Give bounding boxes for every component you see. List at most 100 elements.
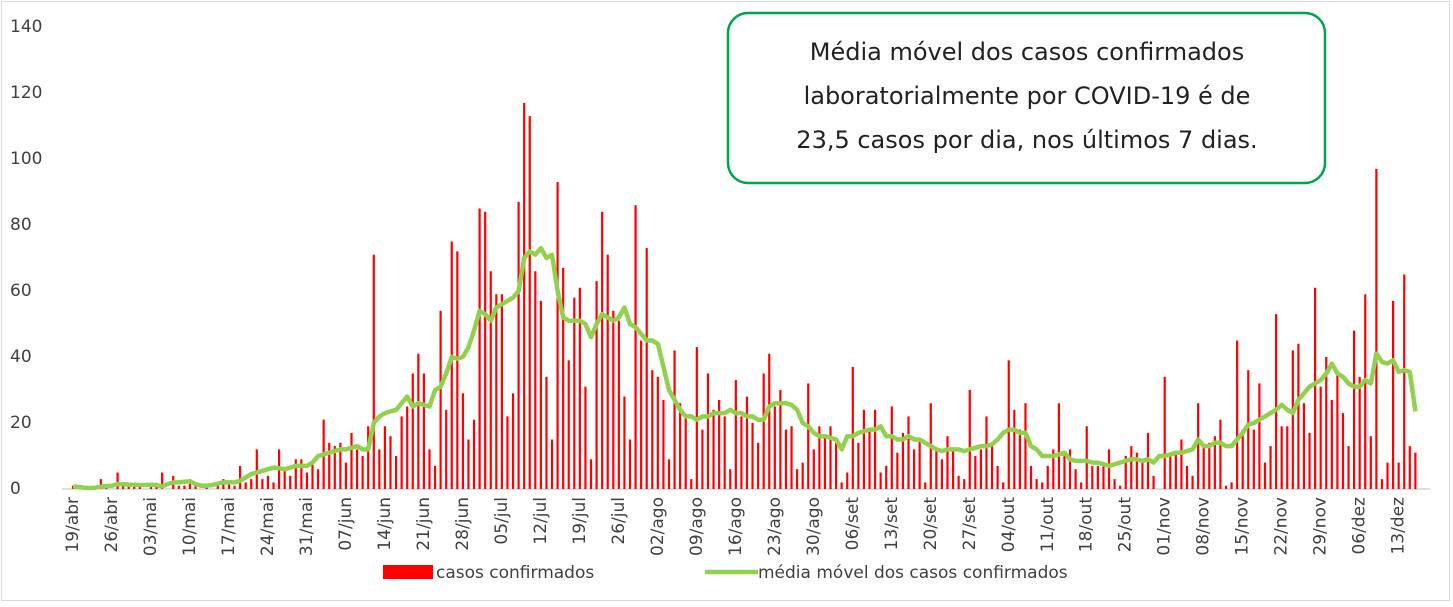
- bar: [812, 449, 815, 489]
- y-tick-label: 80: [10, 215, 32, 235]
- bar: [305, 472, 309, 489]
- bar: [651, 370, 654, 489]
- bar: [1369, 436, 1372, 489]
- bar: [1124, 456, 1127, 489]
- bar: [796, 469, 799, 489]
- y-tick-label: 140: [10, 17, 42, 37]
- bar: [1269, 446, 1272, 489]
- bar: [963, 479, 966, 489]
- bar: [974, 456, 977, 489]
- bar: [255, 449, 258, 489]
- bar: [456, 251, 459, 489]
- bar: [99, 479, 102, 489]
- bar: [818, 426, 821, 489]
- x-tick-label: 12/jul: [531, 497, 551, 545]
- bar: [355, 449, 359, 489]
- bar: [885, 465, 888, 489]
- bar: [1375, 168, 1378, 489]
- bar: [361, 456, 364, 489]
- bar: [1202, 446, 1205, 489]
- bar: [1247, 370, 1250, 489]
- bar: [149, 485, 153, 489]
- bar: [1174, 452, 1177, 489]
- bar: [1297, 343, 1300, 489]
- bar: [233, 485, 236, 489]
- x-tick-label: 20/set: [921, 497, 941, 551]
- bar: [378, 449, 381, 489]
- x-tick-label: 22/nov: [1272, 497, 1292, 556]
- x-tick-label: 05/jul: [492, 497, 512, 545]
- x-tick-label: 19/abr: [63, 497, 83, 553]
- bar: [311, 462, 314, 489]
- bar: [656, 376, 659, 489]
- bar: [634, 205, 637, 489]
- bar: [478, 208, 481, 489]
- bar: [333, 446, 336, 489]
- bar: [768, 353, 771, 489]
- bar: [617, 320, 620, 489]
- bar: [350, 432, 353, 489]
- bar: [873, 409, 877, 489]
- legend-label: casos confirmados: [436, 563, 594, 583]
- bar: [161, 472, 164, 489]
- bar: [879, 472, 882, 489]
- bar: [745, 396, 749, 489]
- x-tick-label: 15/nov: [1233, 497, 1253, 556]
- bar: [1029, 465, 1033, 489]
- bar: [968, 390, 971, 489]
- bar: [673, 350, 676, 489]
- bar: [1252, 429, 1255, 489]
- bar: [1230, 482, 1233, 489]
- y-tick-label: 100: [10, 149, 42, 169]
- bar: [829, 426, 832, 489]
- line: [72, 245, 1418, 491]
- bar: [1018, 429, 1021, 489]
- bar: [640, 340, 643, 489]
- annotation-line: 23,5 casos por dia, nos últimos 7 dias.: [796, 126, 1257, 154]
- bar: [740, 416, 743, 489]
- bar: [1330, 399, 1333, 489]
- x-tick-label: 14/jun: [375, 497, 395, 551]
- bar: [517, 201, 520, 489]
- bar: [667, 459, 671, 489]
- bar: [1263, 462, 1267, 489]
- bar: [990, 446, 994, 489]
- bar: [1347, 446, 1350, 489]
- bar: [289, 475, 292, 489]
- bar: [1002, 482, 1005, 489]
- bar: [1091, 465, 1094, 489]
- bar: [1191, 475, 1194, 489]
- bar: [1169, 456, 1172, 489]
- legend-label: média móvel dos casos confirmados: [758, 563, 1068, 583]
- bar: [1163, 376, 1166, 489]
- bar: [394, 456, 398, 489]
- x-tick-label: 01/nov: [1155, 497, 1175, 556]
- bar: [567, 360, 570, 489]
- x-tick-label: 18/out: [1077, 497, 1097, 553]
- bar: [283, 469, 286, 489]
- bar: [450, 241, 453, 489]
- bar: [417, 353, 420, 489]
- bar: [896, 452, 899, 489]
- bar: [116, 472, 119, 489]
- bar: [1007, 360, 1010, 489]
- bar: [723, 416, 726, 489]
- bar: [1308, 432, 1311, 489]
- bar: [606, 254, 609, 489]
- bar: [511, 393, 515, 489]
- annotation-box: [726, 11, 1327, 185]
- bar: [1353, 330, 1356, 489]
- bar: [890, 406, 893, 489]
- x-tick-label: 30/ago: [804, 497, 824, 556]
- bar: [1325, 357, 1328, 489]
- bar: [1085, 426, 1088, 489]
- bar: [924, 482, 927, 489]
- bar: [578, 287, 581, 489]
- y-tick-label: 40: [10, 347, 32, 367]
- bar: [261, 479, 264, 489]
- x-tick-label: 24/mai: [258, 497, 278, 556]
- bar: [729, 469, 732, 489]
- bar: [133, 485, 136, 489]
- bar: [1302, 403, 1306, 489]
- bar: [757, 442, 760, 489]
